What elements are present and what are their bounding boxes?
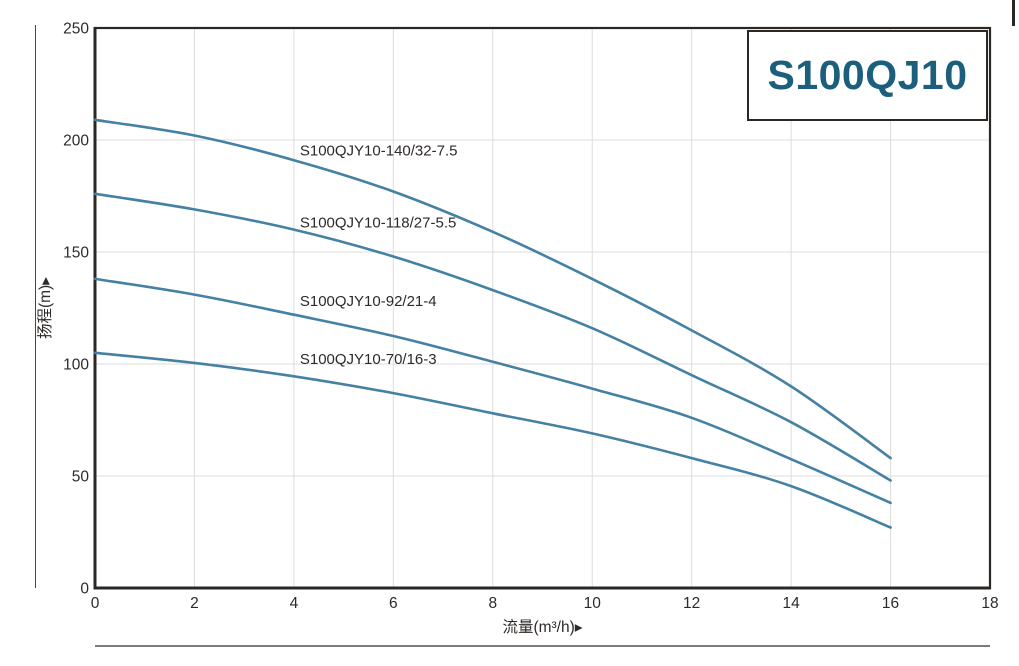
curve-label-3: S100QJY10-70/16-3: [300, 351, 437, 368]
x-tick-label: 0: [91, 595, 100, 612]
y-tick-label: 50: [72, 469, 90, 486]
curve-label-2: S100QJY10-92/21-4: [300, 293, 437, 310]
model-title-box: S100QJ10: [747, 30, 988, 121]
y-tick-label: 0: [80, 581, 89, 598]
curve-label-1: S100QJY10-118/27-5.5: [300, 214, 457, 231]
page-edge-mark: [1012, 0, 1015, 26]
y-tick-label: 100: [63, 357, 89, 374]
curve-label-0: S100QJY10-140/32-7.5: [300, 143, 458, 160]
model-title: S100QJ10: [767, 52, 968, 98]
x-axis-title: 流量(m³/h)▸: [502, 618, 582, 636]
x-tick-label: 10: [584, 595, 602, 612]
y-tick-label: 150: [63, 245, 89, 262]
pump-curve-3: [93, 351, 892, 529]
x-tick-label: 14: [782, 595, 800, 612]
pump-curve-0: [93, 118, 892, 460]
page-margin-rule: [35, 25, 36, 588]
x-tick-label: 2: [190, 595, 199, 612]
x-tick-label: 16: [882, 595, 899, 612]
pump-curve-1: [93, 192, 892, 482]
x-tick-label: 12: [683, 595, 700, 612]
x-tick-label: 4: [290, 595, 299, 612]
pump-curve-2: [93, 277, 892, 505]
x-tick-label: 6: [389, 595, 398, 612]
footer-rule: [95, 645, 990, 647]
y-tick-label: 250: [63, 21, 89, 38]
y-tick-label: 200: [63, 133, 89, 150]
x-tick-label: 8: [488, 595, 497, 612]
y-axis-title: 扬程(m)▸: [36, 277, 54, 339]
x-tick-label: 18: [981, 595, 998, 612]
